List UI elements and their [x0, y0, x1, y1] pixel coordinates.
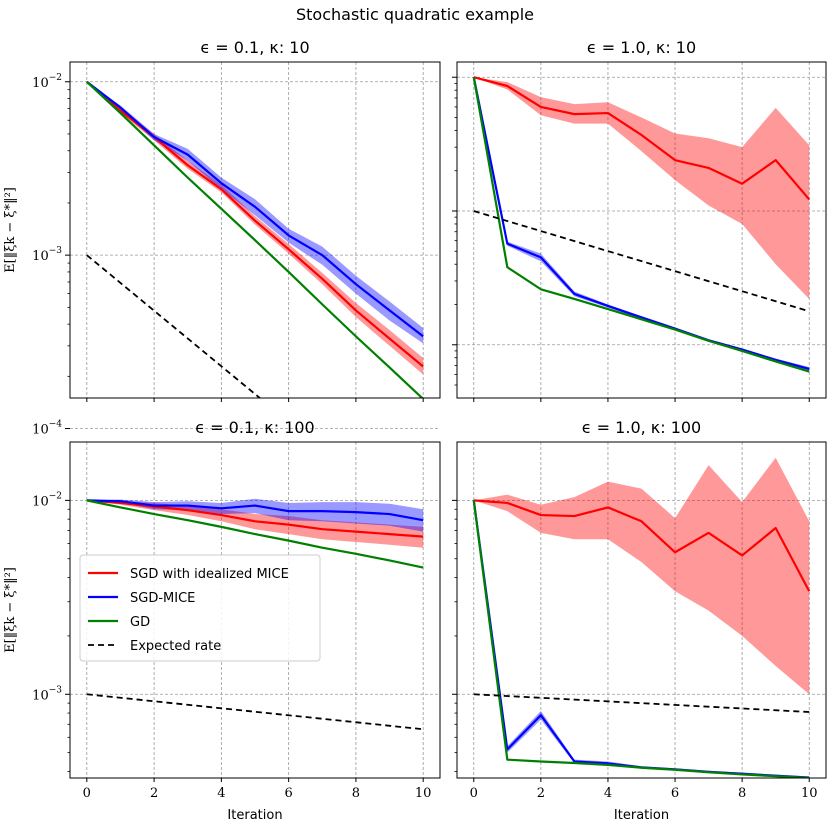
y-tick-label: 10−3 [32, 685, 62, 703]
panel-title: ϵ = 0.1, κ: 100 [195, 418, 314, 437]
series-line-sgd-mice [472, 77, 810, 370]
y-axis-label: E[‖ξk − ξ*‖²] [3, 567, 18, 653]
x-tick-label: 8 [352, 786, 360, 801]
legend-label: SGD with idealized MICE [130, 567, 289, 582]
axes-frame [456, 61, 827, 399]
band-sgd-mice [86, 498, 424, 532]
axes-frame [69, 441, 441, 779]
x-tick-label: 10 [801, 786, 818, 801]
series-line-sgd-mice [86, 499, 424, 522]
band-sgd-with-idealized-mice [473, 77, 810, 299]
series-line-expected-rate [86, 693, 424, 731]
plot-area [86, 80, 424, 398]
x-tick-label: 4 [217, 786, 225, 801]
panel-title: ϵ = 1.0, κ: 100 [582, 418, 701, 437]
band-sgd-with-idealized-mice [473, 457, 810, 695]
axes-frame [69, 61, 441, 399]
legend-label: SGD-MICE [130, 591, 195, 606]
band-sgd-mice [86, 81, 424, 344]
band-sgd-with-idealized-mice [86, 500, 424, 548]
x-tick-label: 0 [470, 786, 478, 801]
panel-eps01-kappa10: 10−2 10−3 10−4 ϵ = 0.1, κ: 10 E[‖ξk − ξ*‖²] [3, 38, 441, 438]
legend: SGD with idealized MICE SGD-MICE GD Expecte… [79, 554, 321, 662]
plot-area [472, 457, 811, 778]
x-tick-label: 2 [537, 786, 545, 801]
x-tick-label: 6 [671, 786, 679, 801]
panel-eps10-kappa100: 0 2 4 6 8 10 ϵ = 1.0, κ: 100 Iteration [452, 418, 827, 823]
y-tick-label: 10−3 [32, 246, 62, 264]
x-tick-label: 8 [738, 786, 746, 801]
legend-label: Expected rate [130, 639, 221, 654]
series-line-expected-rate [473, 210, 810, 313]
legend-box [79, 554, 321, 662]
figure-title: Stochastic quadratic example [296, 5, 534, 24]
panel-title: ϵ = 1.0, κ: 10 [587, 38, 696, 57]
x-tick-label: 10 [415, 786, 432, 801]
y-tick-label: 10−2 [32, 491, 62, 509]
panel-title: ϵ = 0.1, κ: 10 [200, 38, 309, 57]
x-tick-label: 4 [604, 786, 612, 801]
legend-label: GD [130, 615, 150, 630]
series-line-sgd-with-idealized-mice [86, 499, 424, 538]
plot-area [472, 76, 811, 373]
series-line-gd [472, 500, 810, 778]
series-line-gd [86, 499, 424, 569]
series-line-sgd-with-idealized-mice [473, 499, 811, 592]
series-line-expected-rate [473, 693, 810, 713]
series-line-gd [472, 77, 810, 373]
panel-eps10-kappa10: ϵ = 1.0, κ: 10 [452, 38, 827, 402]
y-tick-label: 10−4 [32, 420, 62, 438]
series-line-sgd-with-idealized-mice [473, 76, 811, 201]
axes-frame [456, 441, 827, 779]
y-tick-label: 10−2 [32, 73, 62, 91]
band-sgd-with-idealized-mice [86, 81, 424, 375]
plot-area [86, 498, 424, 731]
x-axis-label: Iteration [614, 808, 669, 823]
x-tick-label: 6 [284, 786, 292, 801]
x-tick-label: 2 [150, 786, 158, 801]
y-axis-label: E[‖ξk − ξ*‖²] [3, 187, 18, 273]
series-line-expected-rate [86, 254, 262, 398]
x-tick-label: 0 [83, 786, 91, 801]
panel-eps01-kappa100: 0 2 4 6 8 10 10−2 10−3 ϵ = 0.1, κ: 100 Iteration E… [3, 418, 441, 823]
series-line-sgd-mice [86, 80, 424, 338]
x-axis-label: Iteration [227, 808, 282, 823]
series-line-gd [86, 80, 424, 398]
